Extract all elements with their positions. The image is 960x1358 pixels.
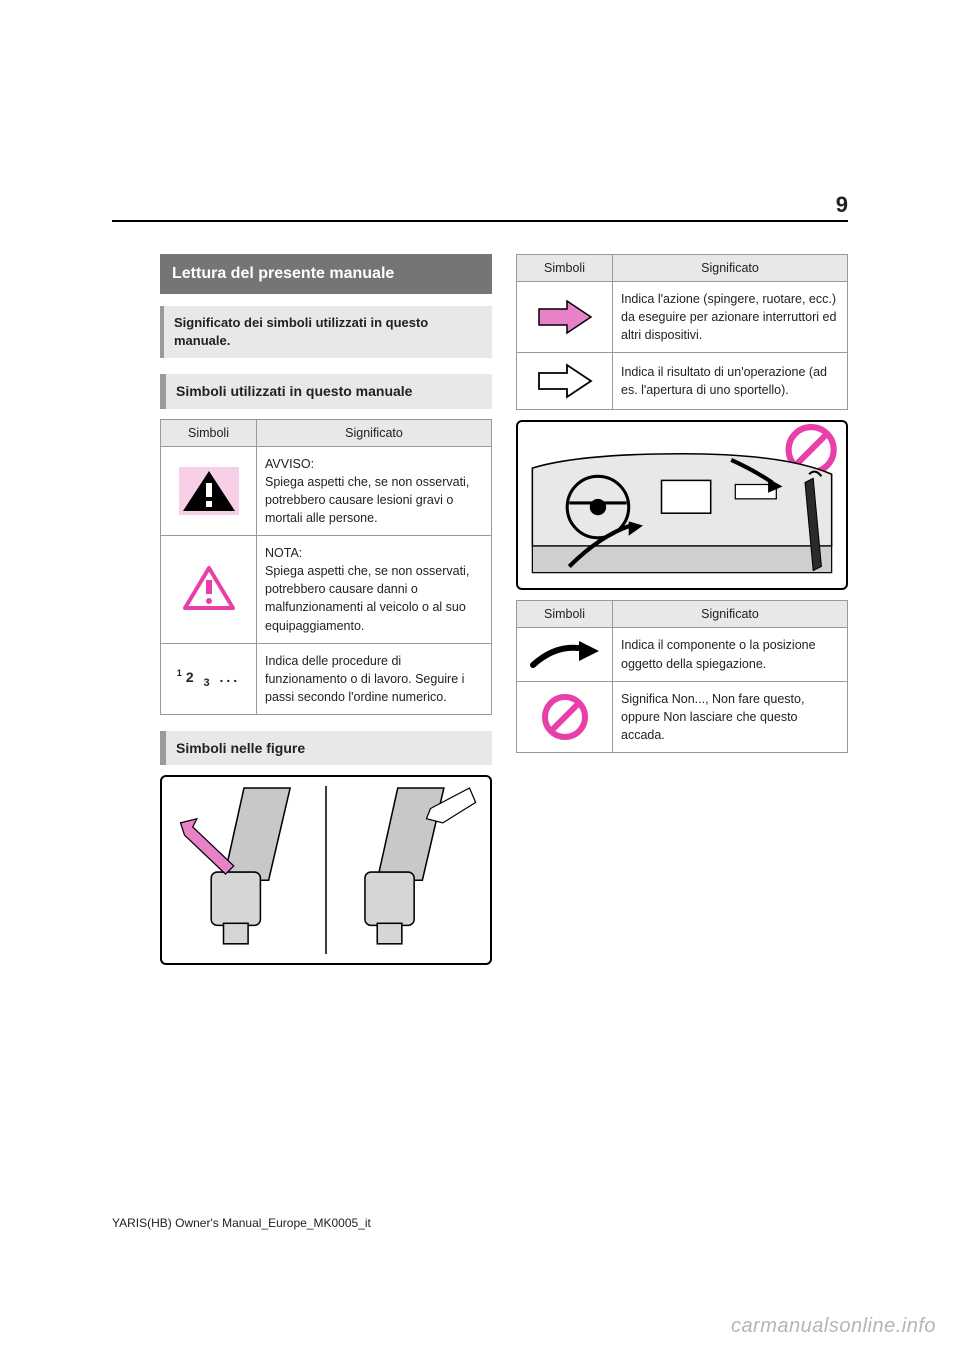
meaning-cell: Indica l'azione (spingere, ruotare, ecc.… [613,282,848,353]
symbol-cell [517,282,613,353]
illustration-dashboard [516,420,848,590]
page-title: Lettura del presente manuale [160,254,492,294]
symbols-figures-table: Simboli Significato Indica il componente… [516,600,848,753]
section-symbols-manual: Simboli utilizzati in questo manuale [160,374,492,408]
table-row: Indica l'azione (spingere, ruotare, ecc.… [517,282,848,353]
footer-text: YARIS(HB) Owner's Manual_Europe_MK0005_i… [112,1216,371,1230]
section-symbols-figures: Simboli nelle figure [160,731,492,765]
arrow-outline-icon [533,361,597,401]
left-column: Lettura del presente manuale Significato… [160,254,492,965]
symbols-arrows-table: Simboli Significato Indica l'azione (spi… [516,254,848,410]
meaning-cell: Indica il risultato di un'operazione (ad… [613,353,848,410]
prohibit-icon [539,691,591,743]
meaning-cell: AVVISO: Spiega aspetti che, se non osser… [257,446,492,536]
symbol-cell [161,536,257,644]
col-header-meaning: Significato [257,419,492,446]
seatbelt-illustration-icon [162,777,490,963]
symbols-manual-table: Simboli Significato AVVISO: Spiega aspet… [160,419,492,716]
top-divider [112,220,848,222]
table-row: AVVISO: Spiega aspetti che, se non osser… [161,446,492,536]
col-header-meaning: Significato [613,255,848,282]
illustration-seatbelt [160,775,492,965]
symbol-cell [517,628,613,681]
content-columns: Lettura del presente manuale Significato… [160,254,848,965]
warning-triangle-outline-icon [181,564,237,614]
numbered-steps-icon: 12 3 ... [165,667,252,692]
meaning-cell: Indica il componente o la posizione ogge… [613,628,848,681]
table-row: Indica il risultato di un'operazione (ad… [517,353,848,410]
warning-triangle-filled-icon [177,465,241,517]
col-header-symbol: Simboli [517,255,613,282]
col-header-symbol: Simboli [161,419,257,446]
symbol-cell [161,446,257,536]
intro-text: Significato dei simboli utilizzati in qu… [160,306,492,358]
table-row: NOTA: Spiega aspetti che, se non osserva… [161,536,492,644]
table-row: Indica il componente o la posizione ogge… [517,628,848,681]
watermark: carmanualsonline.info [731,1315,936,1338]
right-column: Simboli Significato Indica l'azione (spi… [516,254,848,965]
meaning-cell: Indica delle procedure di funzionamento … [257,643,492,714]
table-row: 12 3 ... Indica delle procedure di funzi… [161,643,492,714]
meaning-cell: NOTA: Spiega aspetti che, se non osserva… [257,536,492,644]
symbol-cell: 12 3 ... [161,643,257,714]
table-header-row: Simboli Significato [161,419,492,446]
symbol-cell [517,681,613,752]
page-number: 9 [836,192,848,218]
table-header-row: Simboli Significato [517,601,848,628]
col-header-meaning: Significato [613,601,848,628]
dashboard-illustration-icon [518,422,846,588]
table-header-row: Simboli Significato [517,255,848,282]
symbol-cell [517,353,613,410]
swoosh-arrow-icon [529,637,601,673]
col-header-symbol: Simboli [517,601,613,628]
table-row: Significa Non..., Non fare questo, oppur… [517,681,848,752]
meaning-cell: Significa Non..., Non fare questo, oppur… [613,681,848,752]
arrow-filled-icon [533,297,597,337]
